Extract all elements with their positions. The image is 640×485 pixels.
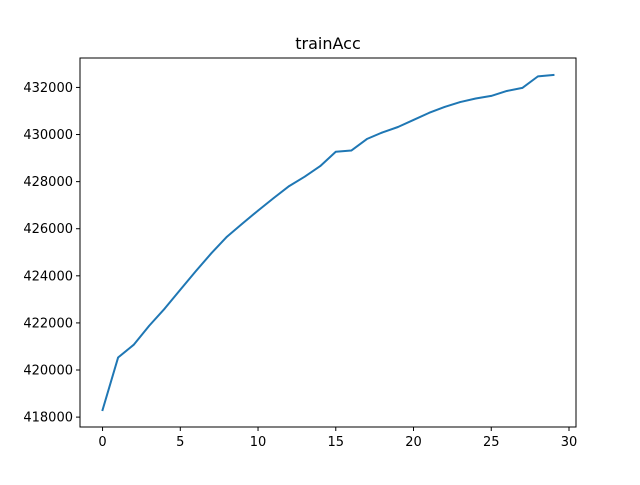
data-point [319, 165, 322, 167]
data-point [210, 252, 213, 255]
data-point [552, 74, 555, 76]
data-point [521, 87, 524, 89]
plot-marks: 0 5 10 15 20 25 30 418000 420000 422000 424000 4260… [23, 73, 578, 450]
plot-frame [79, 57, 577, 428]
x-tick-label: 30 [561, 435, 578, 450]
x-tick-label: 0 [98, 435, 106, 450]
y-tick-label: 420000 [23, 364, 73, 379]
data-point [226, 235, 228, 238]
data-point [272, 197, 275, 199]
data-point [350, 149, 353, 152]
data-point [117, 356, 119, 359]
data-point [443, 106, 446, 108]
x-tick-label: 25 [483, 435, 500, 450]
x-tick-label: 20 [405, 435, 422, 450]
x-tick-label: 10 [250, 435, 267, 450]
x-tick-label: 5 [176, 435, 184, 450]
data-point [397, 126, 399, 128]
data-point [459, 101, 461, 103]
y-tick-label: 432000 [23, 81, 73, 96]
data-point [474, 97, 477, 100]
data-point [257, 209, 259, 212]
y-tick-label: 418000 [23, 411, 73, 426]
x-tick-label: 15 [328, 435, 345, 450]
y-tick-label: 430000 [23, 128, 73, 143]
data-point [381, 131, 384, 134]
chart-title: trainAcc [295, 34, 361, 53]
data-point [490, 95, 493, 97]
data-point [412, 119, 415, 121]
y-tick-label: 422000 [23, 316, 73, 331]
y-tick-label: 424000 [23, 269, 73, 284]
data-point [132, 344, 135, 346]
data-point [195, 270, 197, 272]
data-point [241, 222, 244, 225]
data-point [537, 75, 539, 78]
data-point [366, 138, 368, 140]
data-point [506, 90, 508, 92]
data-point [428, 112, 430, 114]
data-point [163, 307, 166, 310]
y-tick-label: 428000 [23, 175, 73, 190]
data-point [288, 185, 290, 187]
series-line [101, 73, 555, 412]
data-point [303, 175, 306, 178]
data-point [334, 150, 337, 153]
data-point [148, 324, 150, 327]
data-point [179, 288, 182, 291]
data-point [101, 409, 104, 411]
y-tick-label: 426000 [23, 222, 73, 237]
